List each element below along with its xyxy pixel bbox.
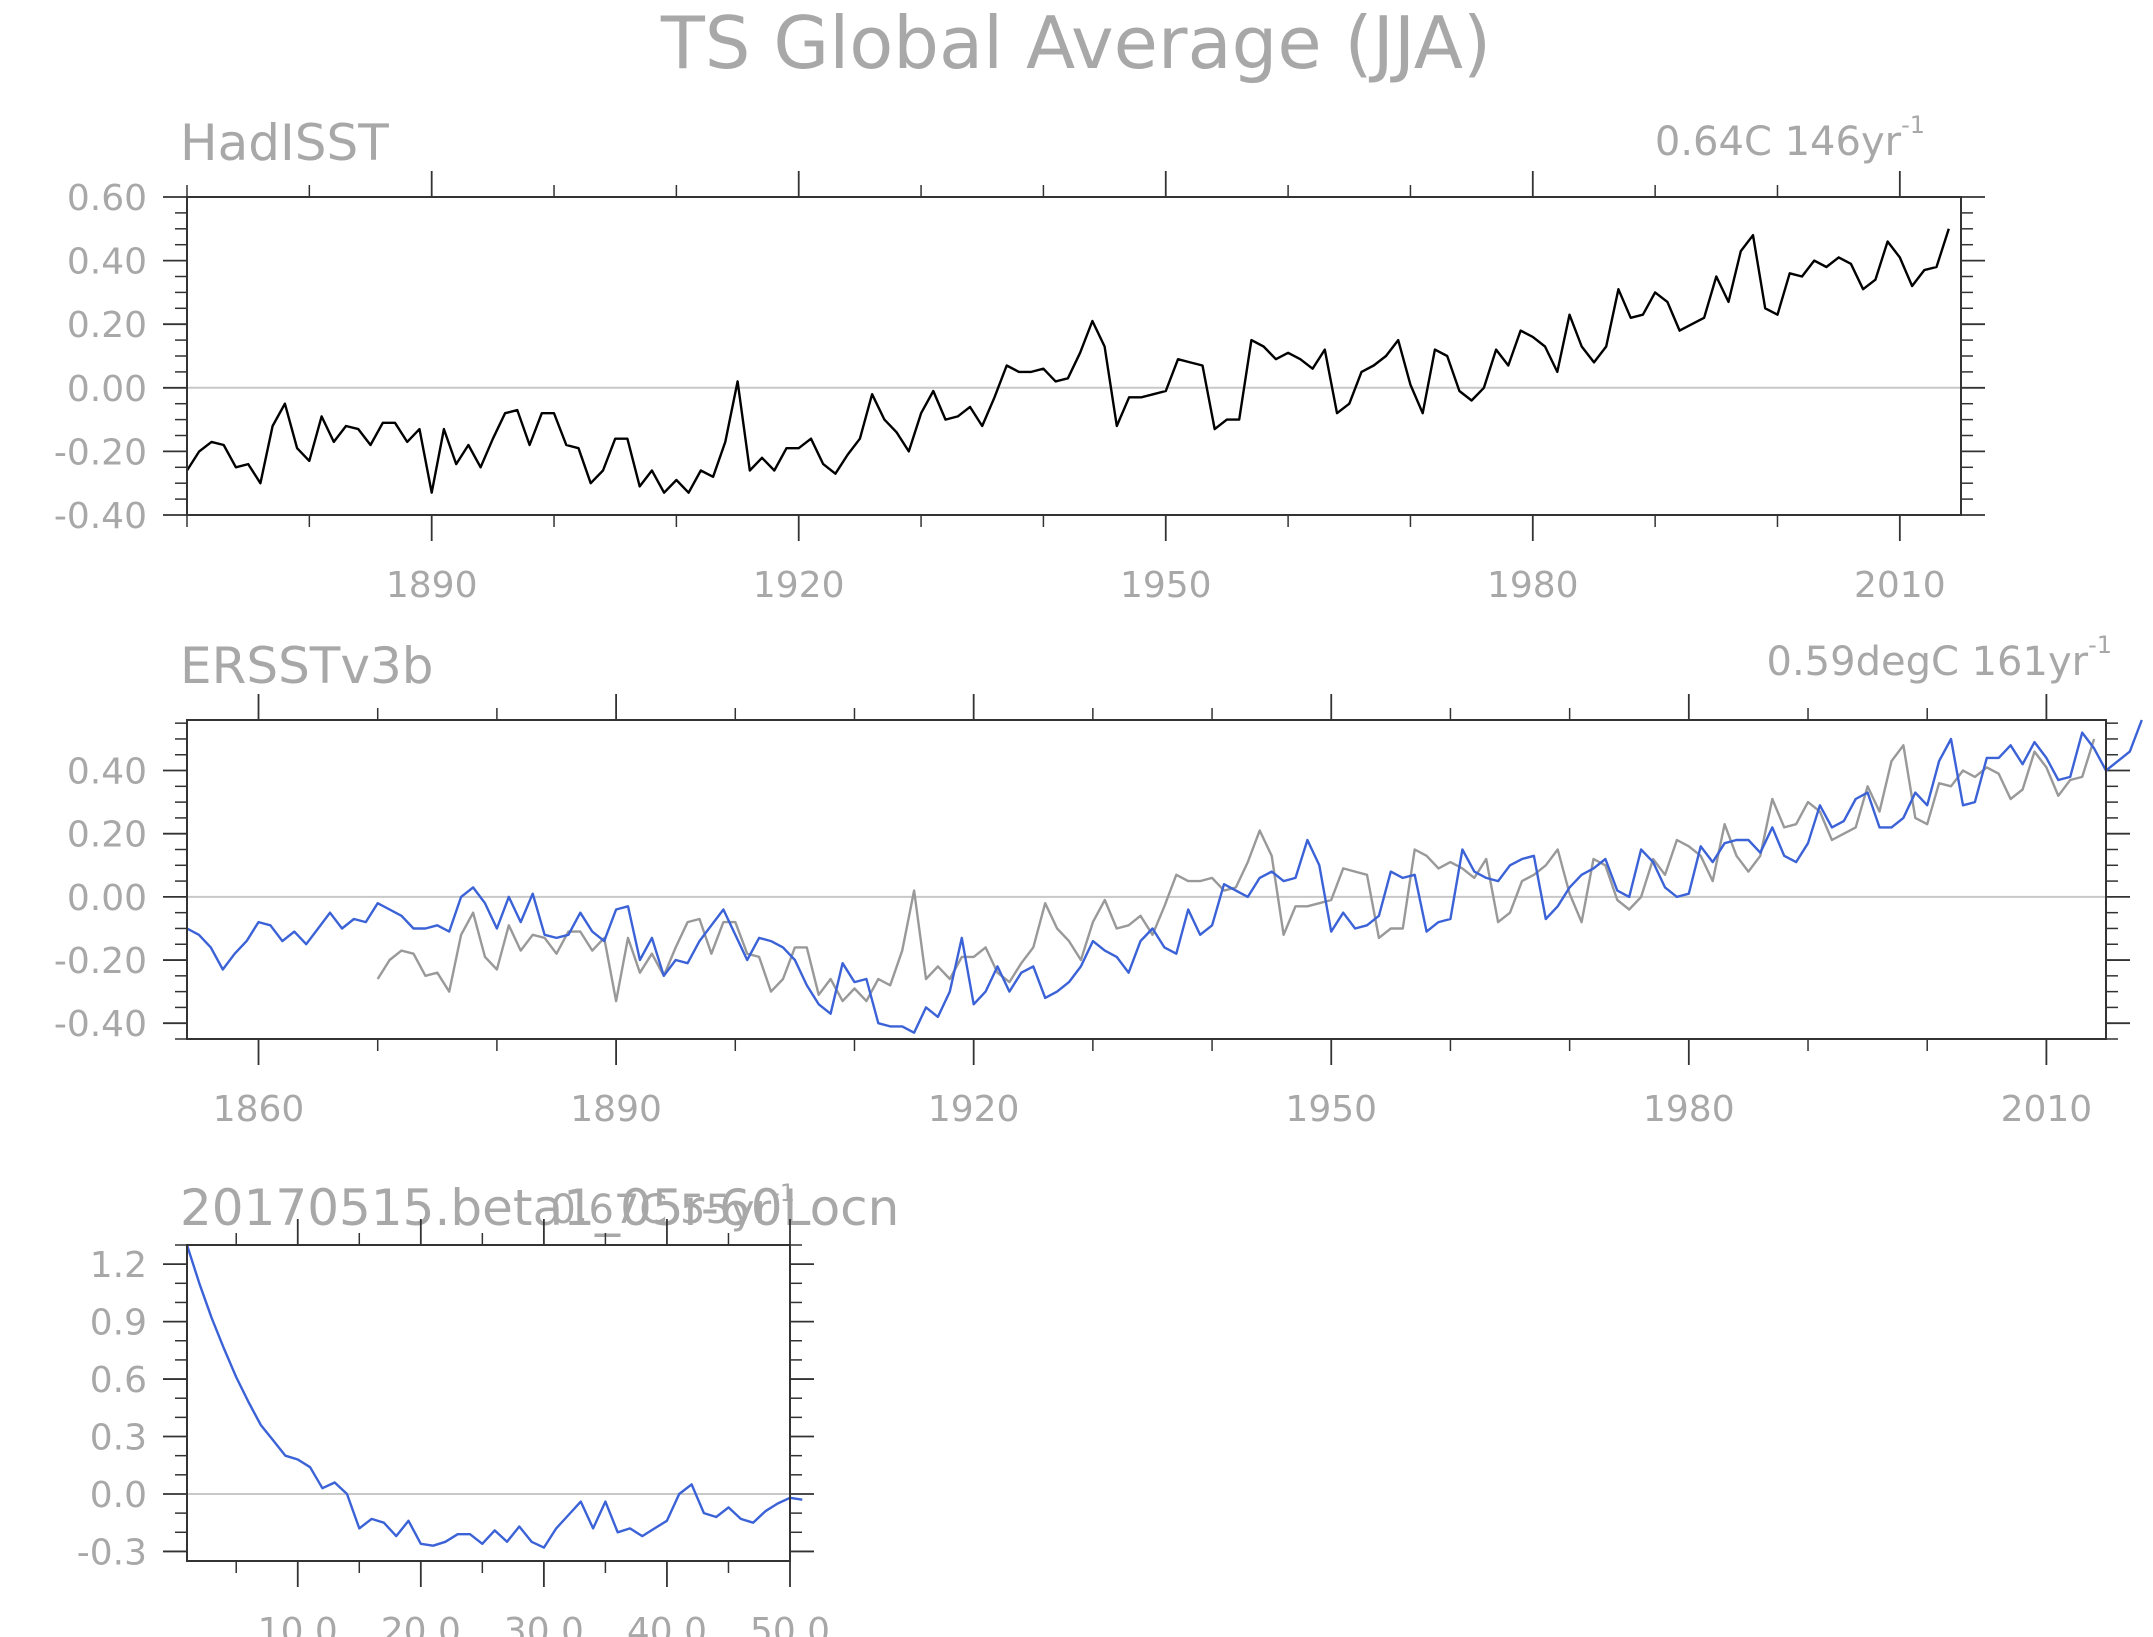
y-tick-label: -0.40 — [54, 496, 147, 537]
panel-title: HadISST — [180, 114, 389, 172]
y-tick-label: 0.40 — [67, 752, 147, 793]
trend-annotation-superscript: -1 — [771, 1179, 795, 1207]
x-tick-label: 1950 — [1285, 1089, 1377, 1130]
panel-ersstv3b: ERSSTv3b 0.59degC 161yr-1 1860 1890 1920 19… — [54, 631, 2143, 1130]
y-tick-label: 0.60 — [67, 178, 147, 219]
x-tick-label: 2010 — [1854, 565, 1946, 606]
y-tick-label: 0.3 — [90, 1418, 147, 1459]
trend-annotation-text: 0.67C 55yr — [550, 1187, 771, 1233]
y-tick-label: 1.2 — [90, 1245, 147, 1286]
plot-frame — [186, 196, 1962, 516]
trend-annotation: 0.59degC 161yr-1 — [1767, 631, 2113, 685]
trend-annotation: 0.67C 55yr-1 — [550, 1179, 795, 1233]
x-tick-label: 20.0 — [381, 1611, 461, 1637]
y-tick-label: -0.3 — [77, 1532, 147, 1573]
x-tick-label: 1980 — [1487, 565, 1579, 606]
series-line-1 — [186, 719, 2143, 1034]
x-tick-label: 30.0 — [504, 1611, 584, 1637]
x-tick-label: 1920 — [753, 565, 845, 606]
panel-title: 20170515.beta1_05r-60Locn — [180, 1179, 899, 1237]
plot-frame — [186, 719, 2107, 1040]
trend-annotation-text: 0.59degC 161yr — [1767, 639, 2089, 685]
y-tick-label: 0.0 — [90, 1475, 147, 1516]
y-tick-label: 0.00 — [67, 878, 147, 919]
plot-frame — [186, 1244, 791, 1562]
trend-annotation-superscript: -1 — [1901, 111, 1925, 139]
x-tick-label: 2010 — [2001, 1089, 2093, 1130]
y-tick-label: 0.20 — [67, 305, 147, 346]
series-line-0 — [185, 228, 1950, 494]
panel-model-run: 20170515.beta1_05r-60Locn 0.67C 55yr-1 1… — [77, 1179, 900, 1637]
y-tick-label: -0.20 — [54, 941, 147, 982]
y-tick-label: 0.6 — [90, 1360, 147, 1401]
x-tick-label: 1860 — [213, 1089, 305, 1130]
y-tick-label: 0.20 — [67, 815, 147, 856]
x-tick-label: 1980 — [1643, 1089, 1735, 1130]
x-tick-label: 10.0 — [258, 1611, 338, 1637]
panel-hadisst: HadISST 0.64C 146yr-1 1890 1920 1950 1980 20… — [54, 111, 1985, 606]
trend-annotation: 0.64C 146yr-1 — [1655, 111, 1925, 165]
series-line-0 — [376, 738, 2096, 1003]
x-tick-label: 50.0 — [750, 1611, 830, 1637]
figure-title: TS Global Average (JJA) — [660, 1, 1491, 85]
x-tick-label: 1950 — [1120, 565, 1212, 606]
series-line-0 — [185, 1244, 803, 1549]
x-tick-label: 1920 — [928, 1089, 1020, 1130]
x-tick-label: 1890 — [386, 565, 478, 606]
y-tick-label: 0.9 — [90, 1303, 147, 1344]
y-tick-label: -0.40 — [54, 1004, 147, 1045]
trend-annotation-superscript: -1 — [2088, 631, 2112, 659]
x-tick-label: 40.0 — [627, 1611, 707, 1637]
panel-title: ERSSTv3b — [180, 637, 434, 695]
x-tick-label: 1890 — [570, 1089, 662, 1130]
y-tick-label: 0.00 — [67, 369, 147, 410]
y-tick-label: -0.20 — [54, 432, 147, 473]
trend-annotation-text: 0.64C 146yr — [1655, 119, 1902, 165]
y-tick-label: 0.40 — [67, 242, 147, 283]
